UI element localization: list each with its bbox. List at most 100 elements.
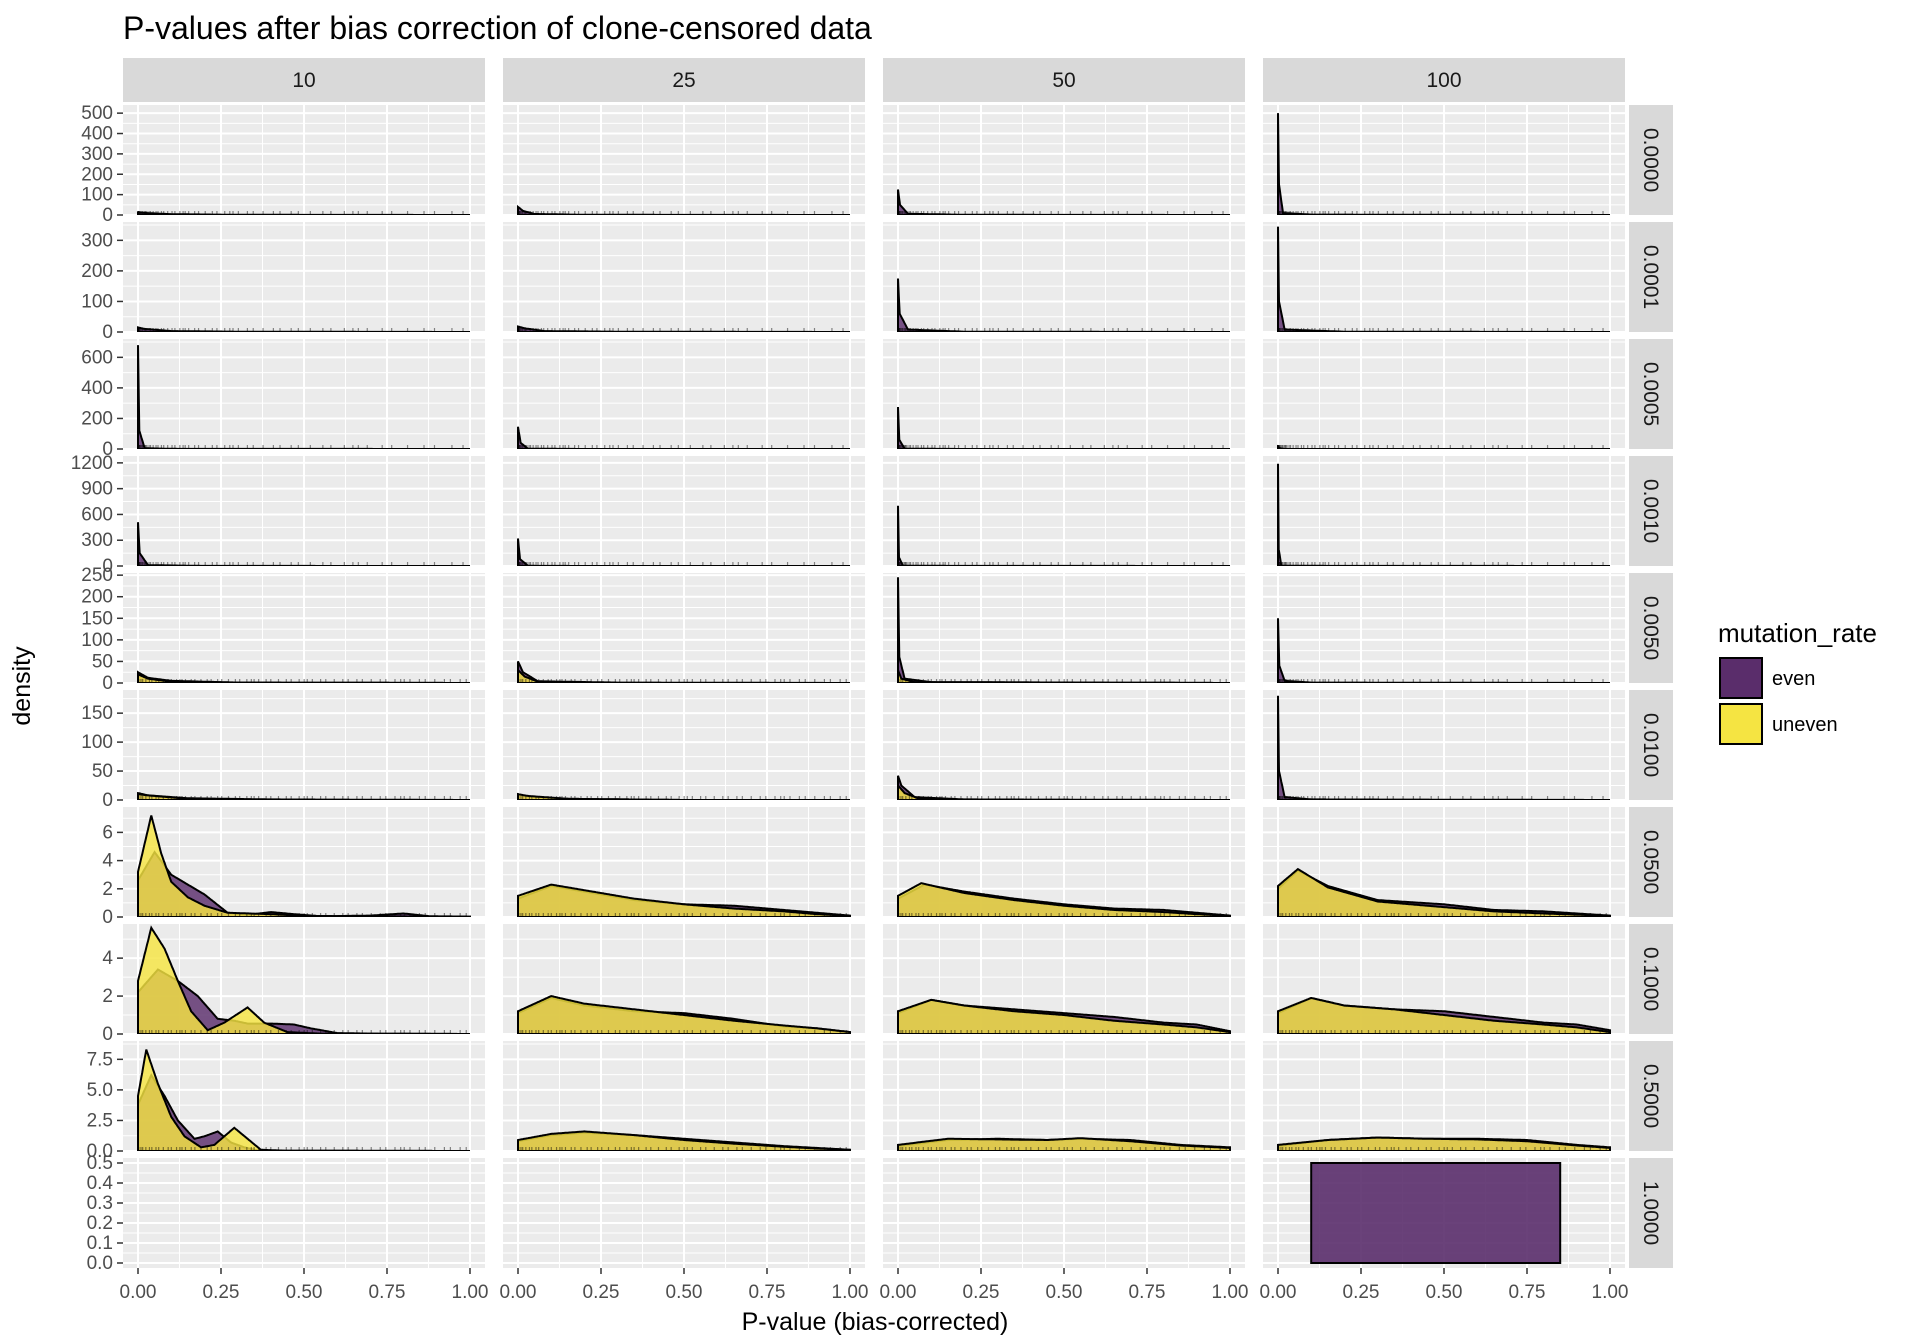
facet-panel (123, 573, 485, 684)
facet-panel (1263, 573, 1625, 684)
density-even (1277, 618, 1610, 683)
row-strip (1629, 1041, 1673, 1151)
y-tick-label: 100 (81, 185, 113, 206)
column-strip (503, 58, 865, 102)
density-layer (137, 326, 470, 332)
density-layer (897, 577, 1230, 683)
density-layer (137, 345, 470, 449)
y-tick-label: 0 (102, 322, 113, 343)
facet-panel (883, 1041, 1245, 1152)
row-strip (1629, 456, 1673, 566)
density-layer (897, 406, 1230, 449)
x-tick-label: 0.50 (286, 1282, 323, 1303)
facet-panel (123, 456, 485, 567)
facet-panel (503, 924, 865, 1035)
y-tick-label: 100 (81, 732, 113, 753)
facet-panel (883, 456, 1245, 567)
facet-panel (1263, 222, 1625, 333)
y-tick-label: 50 (92, 761, 113, 782)
y-tick-label: 600 (81, 504, 113, 525)
facet-panel (503, 573, 865, 684)
facet-panel (503, 105, 865, 216)
row-strip (1629, 573, 1673, 683)
row-strip-label: 0.0500 (1639, 830, 1662, 894)
x-tick-label: 0.25 (583, 1282, 620, 1303)
x-tick-label: 0.75 (1129, 1282, 1166, 1303)
y-tick-label: 400 (81, 378, 113, 399)
density-uneven (897, 882, 1231, 917)
facet-panel (123, 924, 485, 1035)
y-tick-label: 0 (102, 439, 113, 460)
density-uneven (517, 792, 850, 800)
row-strip-label: 1.0000 (1639, 1181, 1662, 1245)
facet-panel (123, 339, 485, 450)
density-layer (517, 1130, 851, 1151)
facet-panel (883, 690, 1245, 801)
facet-panel (883, 924, 1245, 1035)
y-tick-label: 0 (102, 205, 113, 226)
y-tick-label: 50 (92, 651, 113, 672)
y-tick-label: 2 (102, 986, 113, 1007)
y-tick-label: 250 (81, 565, 113, 586)
x-tick-label: 0.00 (500, 1282, 537, 1303)
density-even (137, 211, 470, 215)
y-tick-label: 0.5 (87, 1153, 113, 1174)
y-tick-label: 200 (81, 408, 113, 429)
y-tick-label: 150 (81, 703, 113, 724)
row-strip (1629, 690, 1673, 800)
x-tick-label: 0.25 (203, 1282, 240, 1303)
density-even (897, 189, 1230, 215)
x-tick-label: 0.50 (666, 1282, 703, 1303)
density-even (137, 326, 470, 332)
column-strip (123, 58, 485, 102)
y-tick-label: 200 (81, 261, 113, 282)
density-even (517, 325, 850, 332)
x-tick-label: 0.25 (1343, 1282, 1380, 1303)
density-layer (1277, 1136, 1611, 1151)
y-tick-label: 2.5 (87, 1110, 113, 1131)
facet-panel (503, 690, 865, 801)
y-tick-label: 0 (102, 907, 113, 928)
facet-panel (1263, 924, 1625, 1035)
x-tick-label: 1.00 (452, 1282, 489, 1303)
y-tick-label: 400 (81, 124, 113, 145)
y-tick-label: 200 (81, 587, 113, 608)
density-even (897, 278, 1230, 332)
row-strip-label: 0.0010 (1639, 479, 1662, 543)
row-strip (1629, 222, 1673, 332)
density-even (517, 204, 850, 215)
x-tick-label: 1.00 (1212, 1282, 1249, 1303)
density-layer (137, 211, 470, 215)
density-uneven (137, 925, 470, 1034)
density-even (517, 426, 850, 449)
row-strip (1629, 339, 1673, 449)
facet-panel (1263, 807, 1625, 918)
y-tick-label: 5.0 (87, 1080, 113, 1101)
facet-panel (1263, 690, 1625, 801)
x-tick-label: 0.00 (120, 1282, 157, 1303)
density-layer (1277, 618, 1610, 683)
density-layer (1277, 695, 1610, 800)
y-tick-label: 900 (81, 479, 113, 500)
x-tick-label: 1.00 (832, 1282, 869, 1303)
facet-panel (123, 1158, 485, 1268)
density-layer (517, 792, 850, 800)
density-layer (517, 995, 851, 1034)
facet-panel (883, 339, 1245, 450)
density-even (1277, 226, 1610, 332)
row-strip-label: 0.0001 (1639, 245, 1662, 309)
facet-panel (503, 1041, 865, 1152)
y-tick-label: 150 (81, 608, 113, 629)
x-tick-label: 0.50 (1046, 1282, 1083, 1303)
density-layer (1310, 1162, 1562, 1264)
y-tick-label: 0.0 (87, 1253, 113, 1274)
x-axis-title: P-value (bias-corrected) (742, 1308, 1009, 1336)
density-uneven (1277, 996, 1611, 1034)
column-strip-label: 10 (292, 69, 315, 92)
column-strip (883, 58, 1245, 102)
facet-panel (1263, 1158, 1625, 1268)
density-uneven (897, 1137, 1231, 1151)
facet-panel (1263, 105, 1625, 216)
density-uneven (517, 667, 850, 683)
y-axis-title: density (8, 646, 36, 726)
